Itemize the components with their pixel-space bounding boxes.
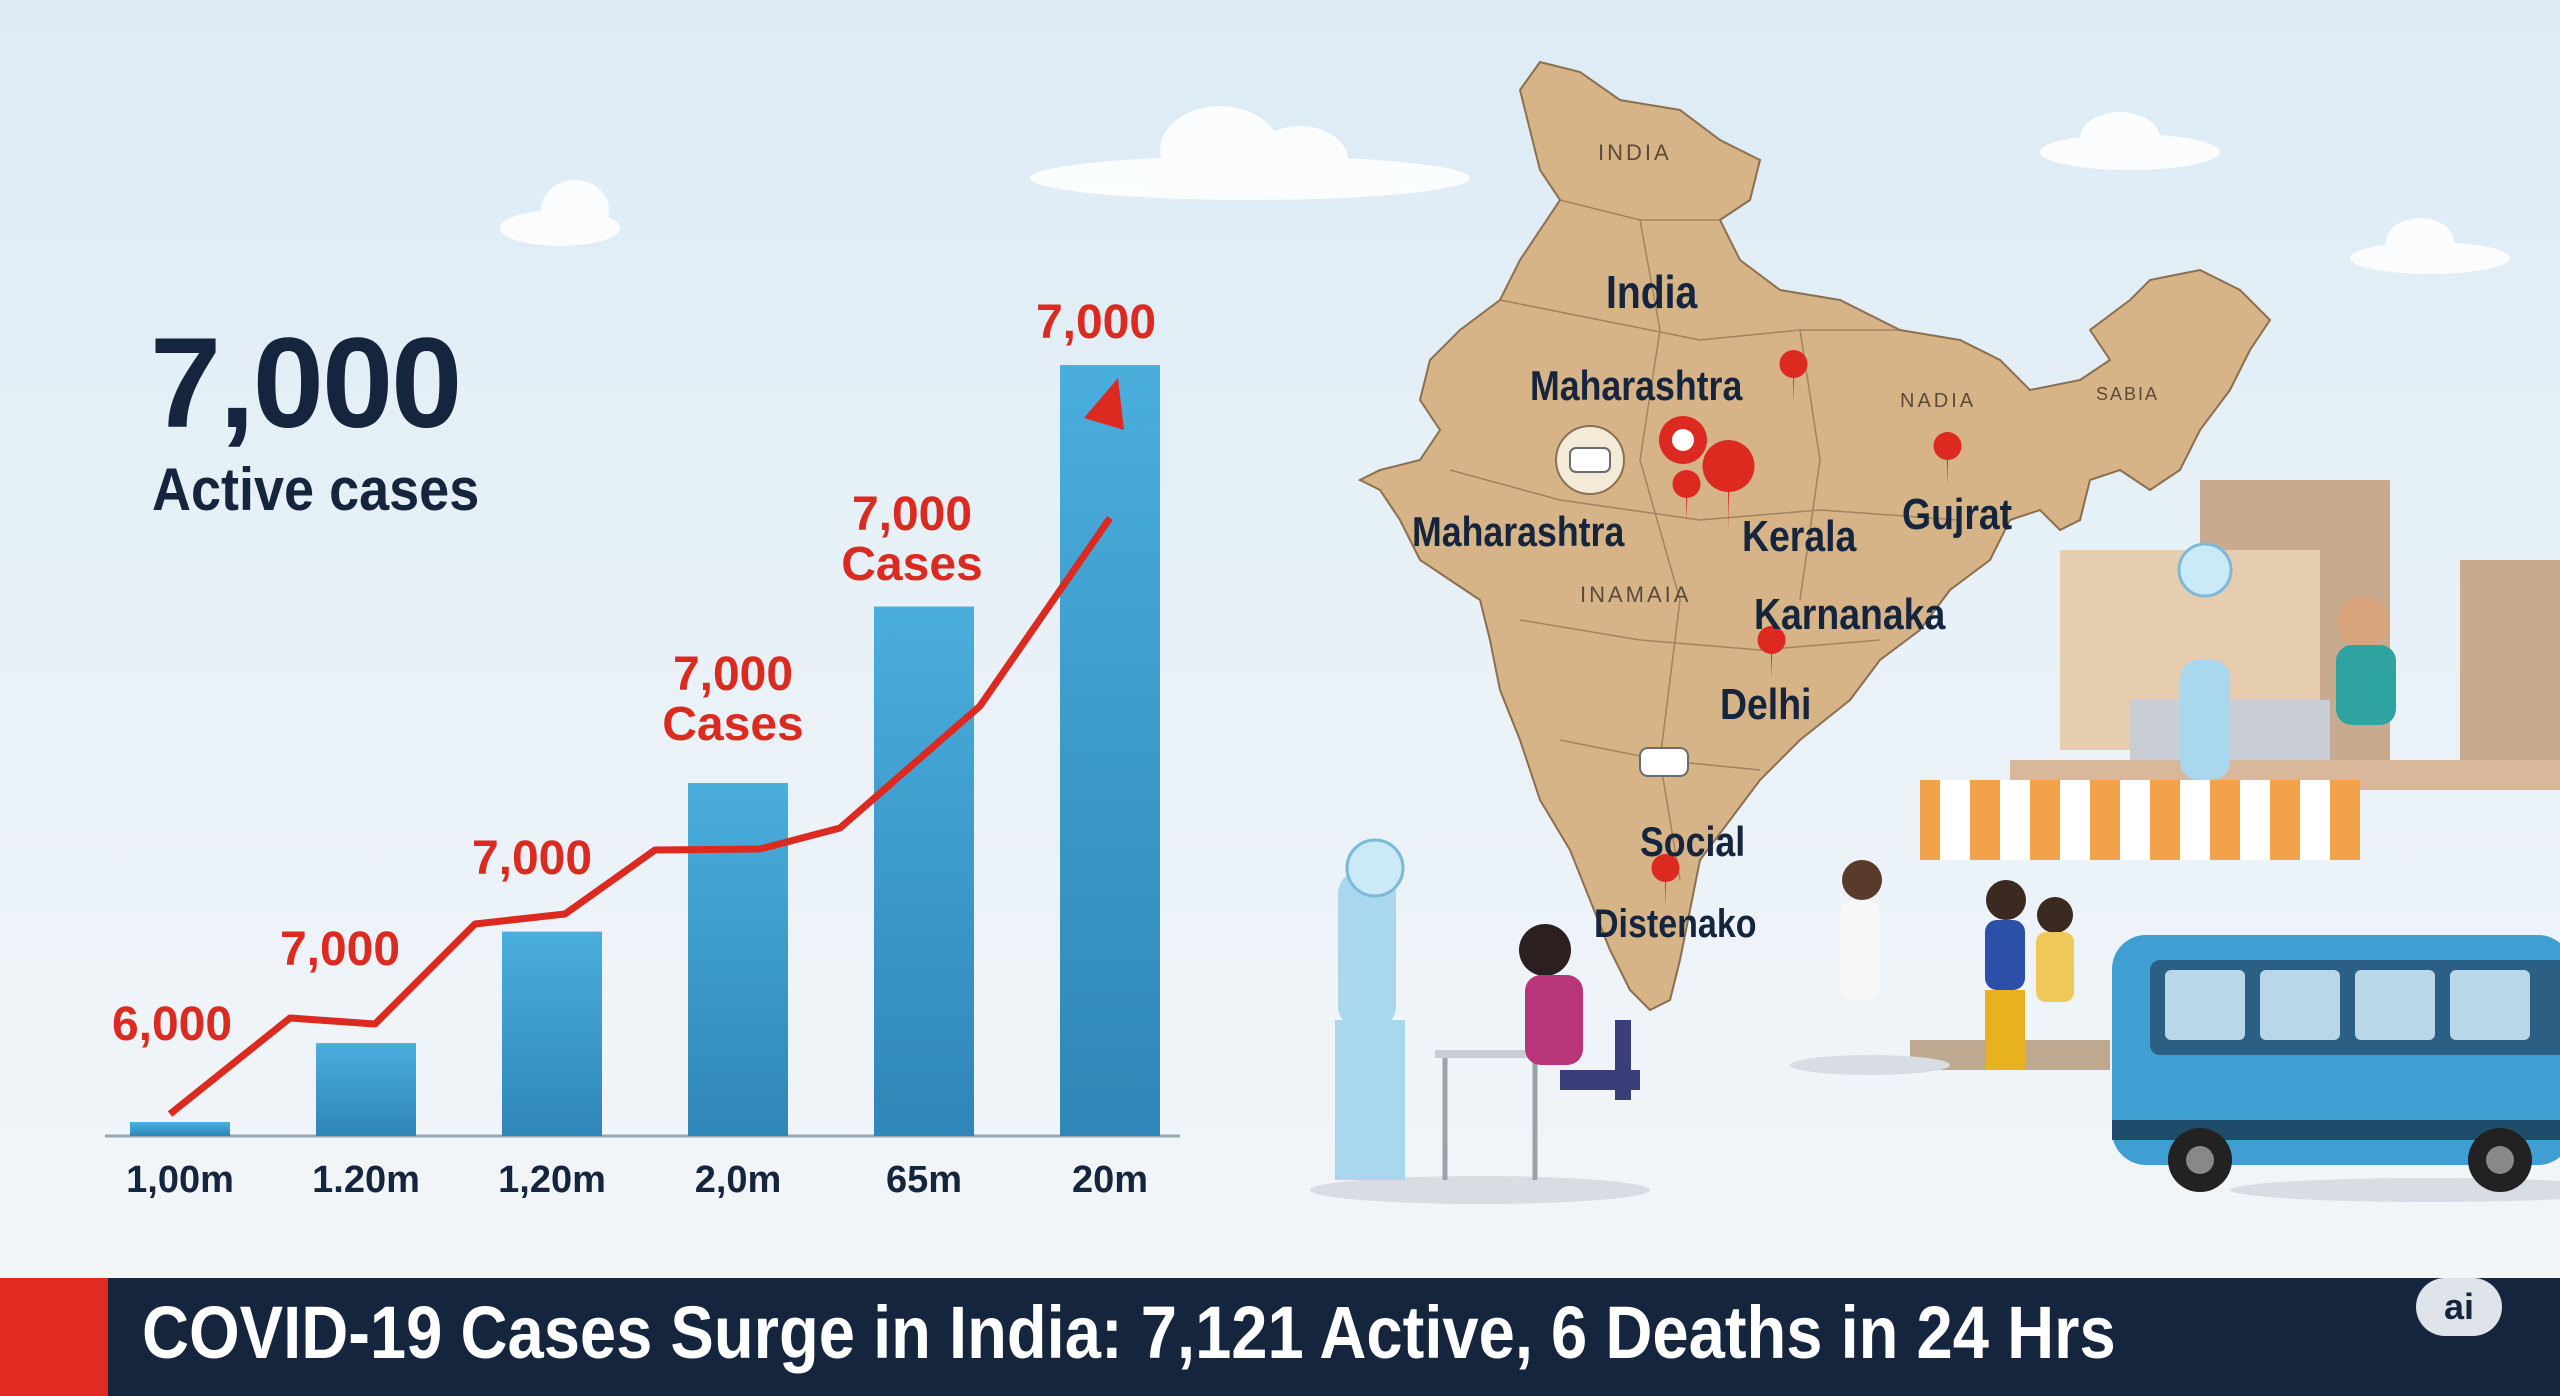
map-label-inamaia: INAMAIA (1580, 582, 1692, 607)
map-label-india: India (1606, 266, 1698, 318)
map-label-delhi: Delhi (1720, 680, 1812, 729)
x-tick-label: 1,00m (126, 1159, 234, 1201)
bottom-banner (0, 1278, 2560, 1396)
testing-booth-illustration (1310, 838, 1650, 1204)
map-label-karnanaka: Karnanaka (1754, 590, 1946, 639)
map-marker-red-drop (1702, 440, 1755, 530)
x-tick-label: 20m (1072, 1159, 1148, 1201)
map-label-gujrat: Gujrat (1902, 490, 2013, 539)
map-label-india-top: INDIA (1598, 140, 1672, 165)
map-label-nadia: NADIA (1900, 390, 1977, 412)
map-label-maharashtra-top: Maharashtra (1530, 362, 1743, 409)
bar-chart: 1,00m 1.20m 1,20m 2,0m 65m 20m 6,000 7,000 7,00… (105, 296, 1180, 1201)
bar-2 (316, 1043, 416, 1136)
map-label-sabia: SABIA (2096, 384, 2160, 404)
bar-6 (1060, 365, 1160, 1136)
bar-4 (688, 783, 788, 1136)
mask-icon (1639, 747, 1689, 777)
bar-5 (874, 606, 974, 1136)
map-label-kerala: Kerala (1742, 512, 1857, 561)
headline-label: Active cases (152, 456, 480, 523)
banner-accent (0, 1278, 108, 1396)
market-scene-illustration (1790, 480, 2560, 1075)
clouds (500, 106, 2510, 274)
map-marker-inner (1672, 429, 1694, 451)
trend-value-label: 7,000 (472, 832, 592, 885)
x-tick-label: 2,0m (695, 1159, 782, 1201)
map-pin-icons (1651, 350, 1962, 908)
ai-badge: ai (2416, 1278, 2502, 1336)
trend-value-label: 6,000 (112, 998, 232, 1051)
trend-value-label: 7,000 (1036, 296, 1156, 349)
india-mainland-shape (1357, 60, 2272, 1012)
bar-1 (130, 1122, 230, 1136)
x-tick-label: 65m (886, 1159, 962, 1201)
bar-3 (502, 931, 602, 1136)
trend-value-label: 7,000 Cases (841, 488, 982, 591)
headline-value: 7,000 (150, 312, 462, 455)
map-label-maharashtra: Maharashtra (1412, 508, 1625, 555)
trend-value-label: 7,000 (280, 923, 400, 976)
trend-line (167, 516, 1113, 1117)
mask-icon (1555, 425, 1625, 495)
x-tick-label: 1.20m (312, 1159, 420, 1201)
trend-arrow-head (1084, 378, 1124, 430)
trend-value-label: 7,000 Cases (662, 648, 803, 751)
banner-title: COVID-19 Cases Surge in India: 7,121 Act… (142, 1291, 2116, 1374)
india-map (1357, 60, 2272, 1012)
x-tick-label: 1,20m (498, 1159, 606, 1201)
bus-illustration (2112, 935, 2560, 1202)
map-label-distenako: Distenako (1594, 902, 1757, 946)
map-label-social: Social (1640, 818, 1746, 865)
